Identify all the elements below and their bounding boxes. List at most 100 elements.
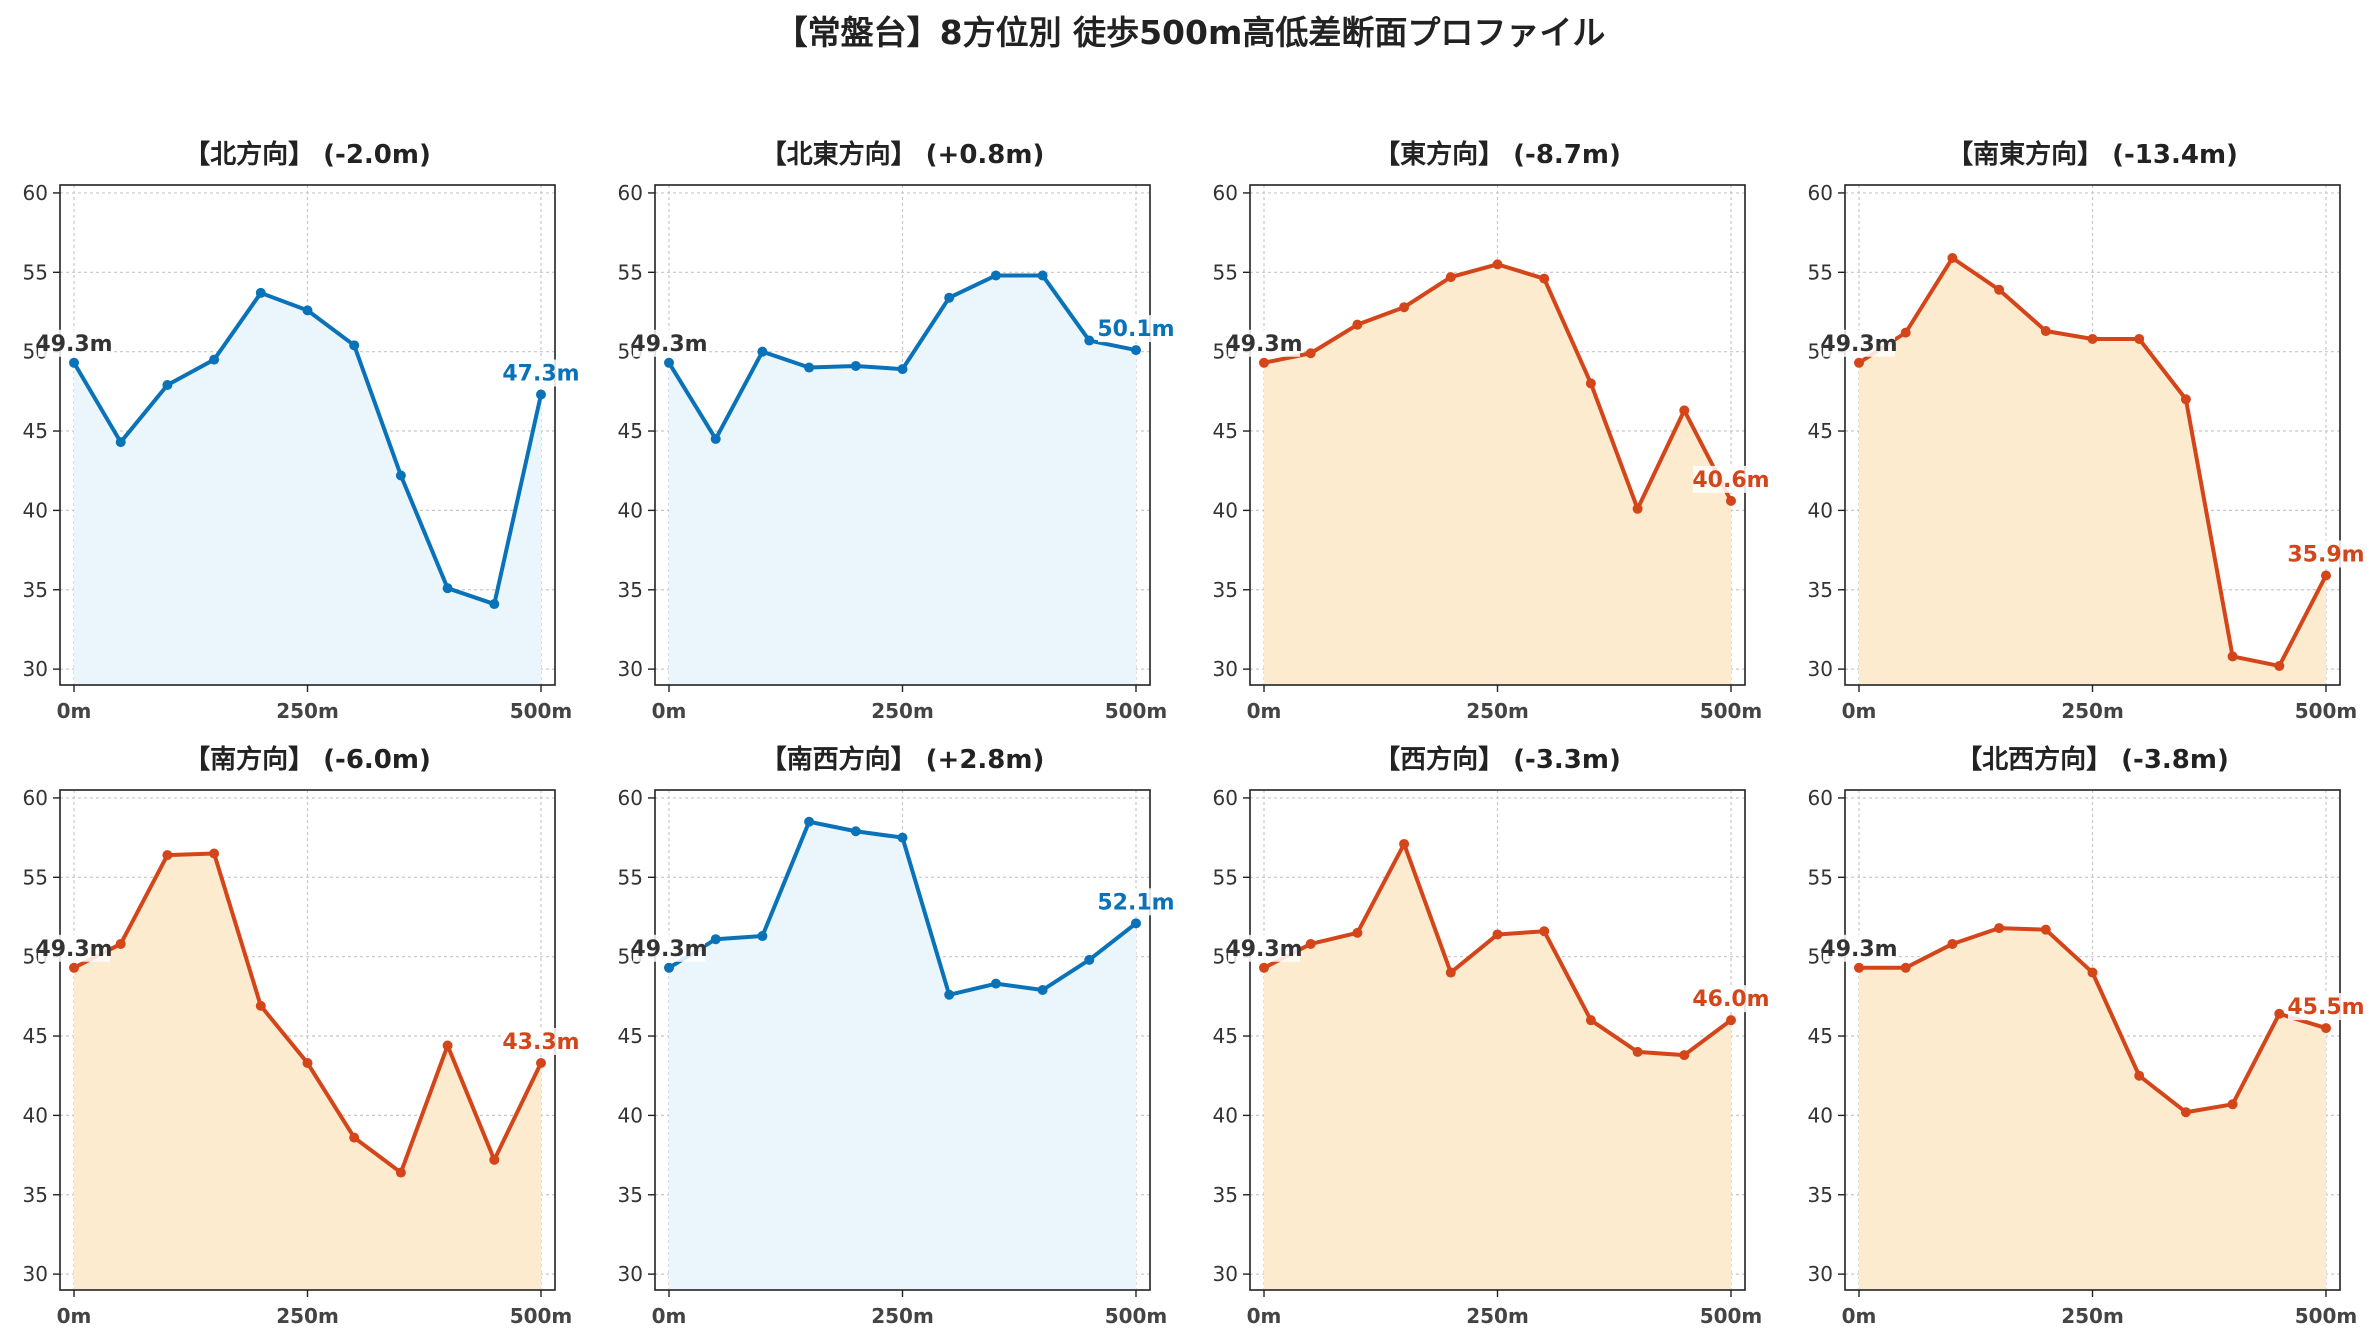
end-label-box bbox=[2287, 540, 2364, 568]
y-tick-label: 45 bbox=[23, 419, 48, 443]
elevation-point bbox=[1492, 929, 1503, 940]
elevation-point bbox=[162, 380, 173, 390]
elevation-point bbox=[710, 433, 721, 444]
y-tick-label: 60 bbox=[1213, 181, 1238, 205]
elevation-point bbox=[757, 931, 768, 942]
x-tick-label: 250m bbox=[1466, 1304, 1529, 1328]
elevation-point bbox=[1947, 938, 1958, 949]
start-elevation-label: 49.3m bbox=[1225, 332, 1302, 357]
elevation-point bbox=[2180, 394, 2191, 405]
x-tick-label: 0m bbox=[57, 1304, 92, 1328]
y-tick-label: 45 bbox=[23, 1024, 48, 1048]
elevation-point bbox=[255, 287, 266, 298]
elevation-area-fill bbox=[669, 821, 1136, 1290]
start-label-box bbox=[1228, 329, 1301, 357]
panel-title: 【南西方向】 (+2.8m) bbox=[761, 744, 1045, 775]
end-elevation-label: 35.9m bbox=[2287, 542, 2364, 567]
end-elevation-label: 50.1m bbox=[1097, 317, 1174, 342]
y-tick-label: 30 bbox=[23, 657, 48, 681]
start-label-box bbox=[1228, 934, 1301, 962]
start-label-box bbox=[633, 329, 706, 357]
elevation-point bbox=[1399, 302, 1410, 313]
x-tick-label: 0m bbox=[652, 1304, 687, 1328]
elevation-point bbox=[2087, 967, 2098, 978]
elevation-point bbox=[897, 832, 908, 843]
y-tick-label: 45 bbox=[1213, 419, 1238, 443]
elevation-point bbox=[1130, 345, 1141, 356]
y-tick-label: 55 bbox=[23, 260, 48, 284]
elevation-point bbox=[944, 989, 955, 1000]
y-tick-label: 40 bbox=[1808, 498, 1833, 522]
end-label-box bbox=[1692, 985, 1769, 1013]
figure-title: 【常盤台】8方位別 徒歩500m高低差断面プロファイル bbox=[775, 13, 1606, 52]
elevation-point bbox=[1539, 273, 1550, 284]
x-tick-label: 500m bbox=[2295, 699, 2358, 723]
elevation-point bbox=[442, 583, 453, 594]
elevation-point bbox=[302, 305, 313, 316]
x-tick-label: 500m bbox=[1700, 699, 1763, 723]
x-tick-label: 0m bbox=[1247, 699, 1282, 723]
start-elevation-label: 49.3m bbox=[630, 937, 707, 962]
start-elevation-label: 49.3m bbox=[630, 332, 707, 357]
start-label-box bbox=[633, 934, 706, 962]
y-tick-label: 30 bbox=[1808, 1262, 1833, 1286]
elevation-point bbox=[2040, 326, 2051, 337]
end-elevation-label: 43.3m bbox=[502, 1030, 579, 1055]
elevation-point bbox=[757, 346, 768, 357]
start-label-box bbox=[38, 329, 111, 357]
elevation-point bbox=[1259, 357, 1270, 368]
elevation-point bbox=[2320, 1023, 2331, 1034]
end-label-box bbox=[502, 359, 579, 387]
elevation-point bbox=[349, 1132, 360, 1143]
end-elevation-label: 40.6m bbox=[1692, 468, 1769, 493]
elevation-point bbox=[1539, 926, 1550, 937]
start-elevation-label: 49.3m bbox=[35, 937, 112, 962]
y-tick-label: 55 bbox=[23, 865, 48, 889]
elevation-point bbox=[1259, 962, 1270, 973]
y-tick-label: 35 bbox=[1808, 578, 1833, 602]
x-tick-label: 0m bbox=[1247, 1304, 1282, 1328]
y-tick-label: 45 bbox=[618, 419, 643, 443]
elevation-point bbox=[804, 816, 815, 827]
elevation-point bbox=[850, 826, 861, 837]
elevation-point bbox=[115, 938, 126, 949]
y-tick-label: 45 bbox=[1213, 1024, 1238, 1048]
y-tick-label: 60 bbox=[23, 786, 48, 810]
y-tick-label: 45 bbox=[618, 1024, 643, 1048]
y-tick-label: 30 bbox=[618, 657, 643, 681]
elevation-point bbox=[535, 1058, 546, 1069]
y-tick-label: 30 bbox=[618, 1262, 643, 1286]
end-label-box bbox=[1097, 888, 1174, 916]
y-tick-label: 55 bbox=[618, 865, 643, 889]
elevation-point bbox=[1679, 1050, 1690, 1061]
elevation-area-fill bbox=[1264, 843, 1731, 1290]
x-tick-label: 250m bbox=[2061, 699, 2124, 723]
y-tick-label: 60 bbox=[23, 181, 48, 205]
y-tick-label: 55 bbox=[1213, 865, 1238, 889]
y-tick-label: 35 bbox=[1213, 1183, 1238, 1207]
elevation-point bbox=[1900, 962, 1911, 973]
y-tick-label: 60 bbox=[1213, 786, 1238, 810]
start-elevation-label: 49.3m bbox=[35, 332, 112, 357]
elevation-point bbox=[1854, 357, 1865, 368]
end-elevation-label: 45.5m bbox=[2287, 995, 2364, 1020]
x-tick-label: 250m bbox=[871, 699, 934, 723]
x-tick-label: 500m bbox=[1700, 1304, 1763, 1328]
elevation-point bbox=[664, 962, 675, 973]
elevation-point bbox=[1854, 962, 1865, 973]
y-tick-label: 40 bbox=[23, 498, 48, 522]
panel-title: 【北東方向】 (+0.8m) bbox=[761, 139, 1045, 170]
elevation-point bbox=[349, 340, 360, 351]
end-elevation-label: 47.3m bbox=[502, 362, 579, 387]
start-elevation-label: 49.3m bbox=[1820, 332, 1897, 357]
elevation-point bbox=[162, 850, 173, 861]
y-tick-label: 55 bbox=[1808, 260, 1833, 284]
y-tick-label: 60 bbox=[618, 786, 643, 810]
y-tick-label: 30 bbox=[1808, 657, 1833, 681]
y-tick-label: 35 bbox=[23, 1183, 48, 1207]
elevation-point bbox=[2274, 1008, 2285, 1019]
start-elevation-label: 49.3m bbox=[1820, 937, 1897, 962]
elevation-point bbox=[1492, 259, 1503, 270]
